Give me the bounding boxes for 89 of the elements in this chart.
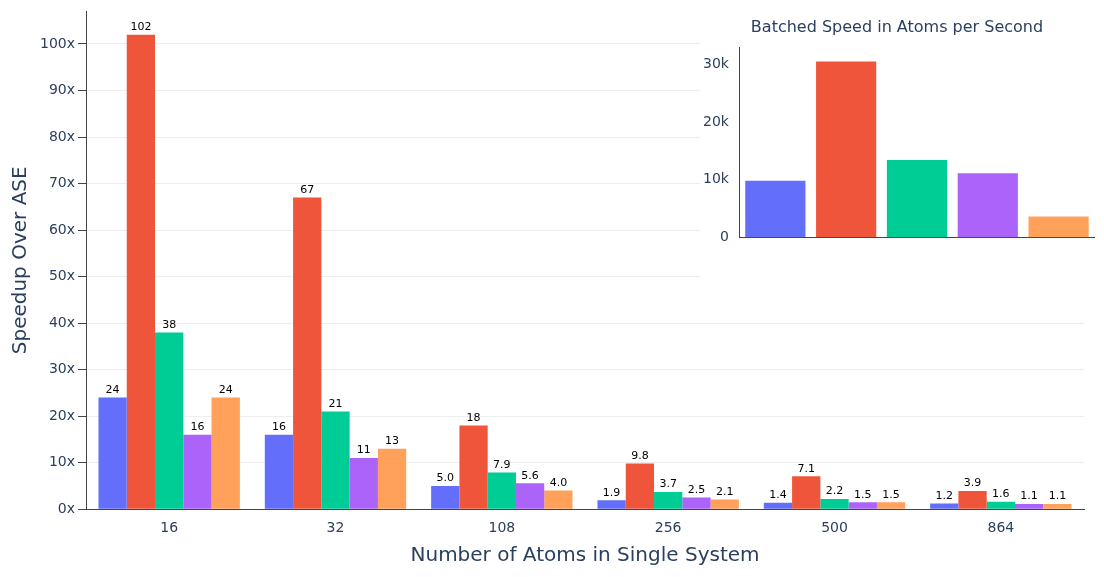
data-label: 2.2 <box>825 484 844 498</box>
data-label: 13 <box>385 434 400 448</box>
y-tick-label: 60x <box>48 220 76 237</box>
bar <box>957 173 1018 238</box>
data-label: 1.9 <box>602 485 621 499</box>
bar <box>515 483 545 509</box>
y-tick-label: 20k <box>703 112 730 129</box>
bar <box>848 502 877 509</box>
data-label: 9.8 <box>631 448 649 462</box>
data-label: 5.6 <box>521 468 539 482</box>
data-label: 3.9 <box>963 476 982 490</box>
bar <box>792 476 821 509</box>
data-label: 21 <box>328 396 343 410</box>
data-label: 4.0 <box>549 475 568 489</box>
x-tick-label: 16 <box>160 519 179 536</box>
data-label: 1.4 <box>769 488 787 502</box>
bar <box>264 434 294 509</box>
data-label: 1.1 <box>1020 489 1038 503</box>
data-label: 16 <box>190 420 205 434</box>
bar <box>459 425 488 509</box>
data-label: 24 <box>218 382 233 396</box>
y-tick-label: 70x <box>48 174 76 191</box>
bar <box>377 448 407 509</box>
y-tick-label: 0x <box>57 499 76 516</box>
bar <box>98 397 127 509</box>
y-tick-label: 0 <box>720 227 729 244</box>
data-label: 1.6 <box>992 487 1010 501</box>
bar <box>886 160 948 238</box>
bar <box>654 491 683 509</box>
bar <box>1043 504 1072 509</box>
data-label: 67 <box>300 182 315 196</box>
bar <box>349 458 378 509</box>
bar <box>183 434 212 509</box>
y-tick-label: 10k <box>703 170 730 187</box>
bar <box>625 463 655 509</box>
data-label: 7.1 <box>797 461 815 475</box>
bar <box>544 490 573 509</box>
bar <box>930 503 959 509</box>
bar <box>763 502 793 509</box>
bar <box>986 501 1015 509</box>
y-tick-label: 10x <box>48 453 76 470</box>
data-label: 16 <box>271 420 286 434</box>
data-label: 3.7 <box>659 477 677 491</box>
y-tick-label: 40x <box>48 313 76 330</box>
bar <box>155 332 184 509</box>
data-label: 1.5 <box>854 487 872 501</box>
bar <box>487 472 516 509</box>
data-label: 2.5 <box>687 482 706 496</box>
data-label: 1.2 <box>935 488 954 502</box>
y-tick-label: 30k <box>703 55 730 72</box>
x-tick-label: 864 <box>987 519 1015 536</box>
bar <box>321 411 350 509</box>
x-tick-label: 256 <box>654 519 682 536</box>
data-label: 2.1 <box>715 484 734 498</box>
bar <box>745 180 806 238</box>
bar <box>876 502 906 509</box>
bar <box>1028 216 1089 238</box>
chart-title: Batched Speed in Atoms per Second <box>750 16 1044 36</box>
x-tick-label: 500 <box>821 519 848 536</box>
bar <box>211 397 240 509</box>
bar <box>958 491 987 509</box>
bar <box>682 497 711 509</box>
x-tick-label: 32 <box>326 519 345 536</box>
x-tick-label: 108 <box>488 519 516 536</box>
data-label: 24 <box>105 382 120 396</box>
data-label: 1.5 <box>882 487 900 501</box>
bar <box>597 500 626 509</box>
data-label: 5.0 <box>436 471 455 485</box>
data-label: 7.9 <box>493 457 511 471</box>
y-axis-title: Speedup Over ASE <box>7 166 32 355</box>
data-label: 1.1 <box>1048 489 1067 503</box>
bar <box>816 61 877 238</box>
data-label: 18 <box>466 410 481 424</box>
bar <box>1014 504 1044 509</box>
bar <box>293 197 322 509</box>
y-tick-label: 20x <box>48 406 76 423</box>
bar <box>126 34 156 509</box>
y-tick-label: 30x <box>48 360 76 377</box>
bar <box>710 499 739 509</box>
data-label: 11 <box>356 443 371 457</box>
data-label: 38 <box>162 317 177 331</box>
bar <box>820 498 849 509</box>
y-tick-label: 80x <box>48 127 76 144</box>
y-tick-label: 100x <box>39 34 76 51</box>
x-axis-title: Number of Atoms in Single System <box>410 542 760 567</box>
y-tick-label: 50x <box>48 267 76 284</box>
bar <box>431 485 460 509</box>
y-tick-label: 90x <box>48 81 76 98</box>
data-label: 102 <box>130 20 152 34</box>
